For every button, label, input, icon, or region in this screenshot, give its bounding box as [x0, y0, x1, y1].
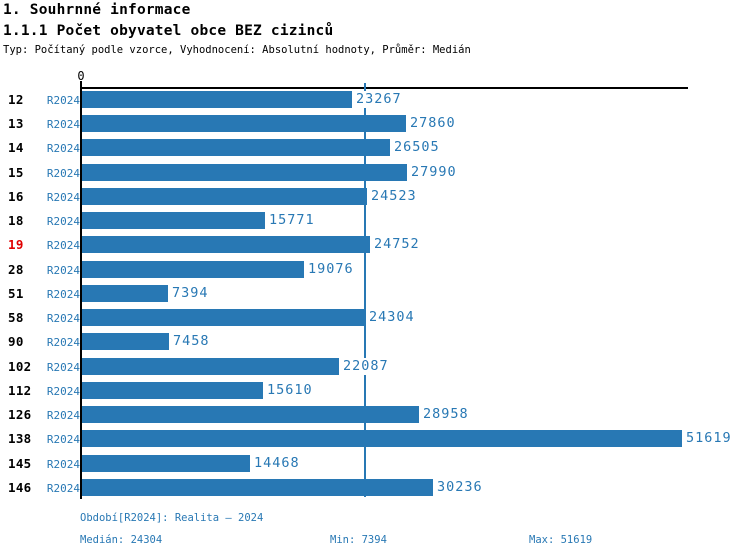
bar-value-label: 22087	[340, 358, 392, 375]
footer-period-label: Období[R2024]: Realita – 2024	[80, 512, 264, 524]
chart-row: 15 R2024 27990	[0, 164, 750, 188]
footer-max-label: Max: 51619	[529, 534, 593, 546]
chart-row: 112 R2024 15610	[0, 382, 750, 406]
bar-value-label: 26505	[391, 139, 443, 156]
bar	[82, 358, 339, 375]
bar	[82, 333, 169, 350]
bar	[82, 285, 168, 302]
x-axis-zero-tick-label: 0	[77, 69, 85, 83]
row-category-label: 12	[8, 92, 24, 107]
row-series-label: R2024	[46, 264, 80, 277]
bar-value-label: 19076	[305, 261, 357, 278]
row-category-label: 58	[8, 310, 24, 325]
row-category-label: 138	[8, 431, 32, 446]
bar	[82, 236, 370, 253]
chart-row: 146 R2024 30236	[0, 479, 750, 503]
bar-value-label: 24523	[368, 188, 420, 205]
row-category-label: 126	[8, 407, 32, 422]
bar	[82, 309, 365, 326]
bar-value-label: 27990	[408, 164, 460, 181]
chart-row: 138 R2024 51619	[0, 430, 750, 454]
row-series-label: R2024	[46, 94, 80, 107]
row-series-label: R2024	[46, 458, 80, 471]
bar	[82, 430, 682, 447]
row-series-label: R2024	[46, 239, 80, 252]
bar	[82, 382, 263, 399]
bar	[82, 139, 390, 156]
chart-row: 16 R2024 24523	[0, 188, 750, 212]
row-category-label: 145	[8, 456, 32, 471]
bar-value-label: 30236	[434, 479, 486, 496]
row-category-label: 112	[8, 383, 32, 398]
row-series-label: R2024	[46, 409, 80, 422]
bar	[82, 91, 352, 108]
row-series-label: R2024	[46, 288, 80, 301]
chart-row: 12 R2024 23267	[0, 91, 750, 115]
bar-value-label: 7458	[170, 333, 213, 350]
row-series-label: R2024	[46, 191, 80, 204]
bar-value-label: 14468	[251, 455, 303, 472]
row-category-label: 28	[8, 262, 24, 277]
chart-row: 90 R2024 7458	[0, 333, 750, 357]
bar-value-label: 24752	[371, 236, 423, 253]
bar	[82, 164, 407, 181]
chart-row: 102 R2024 22087	[0, 358, 750, 382]
row-series-label: R2024	[46, 167, 80, 180]
x-axis-line	[80, 87, 688, 89]
footer-min-label: Min: 7394	[330, 534, 387, 546]
bar	[82, 455, 250, 472]
bar	[82, 115, 406, 132]
bar-value-label: 23267	[353, 91, 405, 108]
chart-title: 1.1.1 Počet obyvatel obce BEZ cizinců	[3, 23, 334, 39]
footer-median-label: Medián: 24304	[80, 534, 163, 546]
row-series-label: R2024	[46, 312, 80, 325]
bar-value-label: 24304	[366, 309, 418, 326]
row-category-label: 18	[8, 213, 24, 228]
row-series-label: R2024	[46, 433, 80, 446]
row-category-label: 146	[8, 480, 32, 495]
chart-row: 19 R2024 24752	[0, 236, 750, 260]
chart-row: 145 R2024 14468	[0, 455, 750, 479]
bar	[82, 188, 367, 205]
row-category-label: 51	[8, 286, 24, 301]
row-category-label: 102	[8, 359, 32, 374]
row-series-label: R2024	[46, 482, 80, 495]
chart-row: 126 R2024 28958	[0, 406, 750, 430]
bar	[82, 261, 304, 278]
row-series-label: R2024	[46, 385, 80, 398]
bar-value-label: 51619	[683, 430, 735, 447]
bar	[82, 212, 265, 229]
chart-row: 28 R2024 19076	[0, 261, 750, 285]
chart-row: 18 R2024 15771	[0, 212, 750, 236]
bar-value-label: 15610	[264, 382, 316, 399]
report-title: 1. Souhrnné informace	[3, 2, 191, 18]
chart-row: 13 R2024 27860	[0, 115, 750, 139]
row-series-label: R2024	[46, 336, 80, 349]
bar	[82, 479, 433, 496]
row-category-label: 15	[8, 165, 24, 180]
bar-value-label: 28958	[420, 406, 472, 423]
bar-value-label: 27860	[407, 115, 459, 132]
y-axis-line	[80, 81, 82, 499]
row-category-label: 13	[8, 116, 24, 131]
row-series-label: R2024	[46, 361, 80, 374]
median-reference-line	[364, 83, 366, 497]
row-series-label: R2024	[46, 118, 80, 131]
row-category-label: 90	[8, 334, 24, 349]
chart-row: 51 R2024 7394	[0, 285, 750, 309]
bar-value-label: 7394	[169, 285, 212, 302]
row-series-label: R2024	[46, 215, 80, 228]
chart-row: 14 R2024 26505	[0, 139, 750, 163]
bar-value-label: 15771	[266, 212, 318, 229]
row-category-label: 19	[8, 237, 24, 252]
row-category-label: 16	[8, 189, 24, 204]
row-category-label: 14	[8, 140, 24, 155]
bar	[82, 406, 419, 423]
row-series-label: R2024	[46, 142, 80, 155]
chart-subtitle: Typ: Počítaný podle vzorce, Vyhodnocení:…	[3, 44, 471, 56]
chart-row: 58 R2024 24304	[0, 309, 750, 333]
